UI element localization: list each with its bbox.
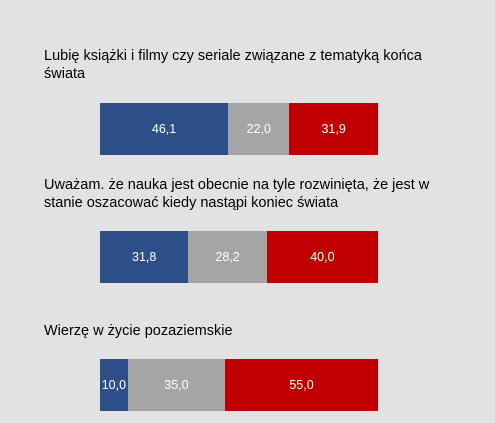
bar-row-3: 10,0 35,0 55,0 xyxy=(100,359,378,411)
category-label-2: Uważam. że nauka jest obecnie na tyle ro… xyxy=(44,177,430,211)
data-label-1-gray: 22,0 xyxy=(246,122,271,136)
bar-segment-2-red: 40,0 xyxy=(266,231,378,283)
data-label-1-red: 31,9 xyxy=(321,122,346,136)
data-label-1-blue: 46,1 xyxy=(151,122,177,136)
bar-segment-3-gray: 35,0 xyxy=(127,359,226,411)
data-label-2-blue: 31,8 xyxy=(132,250,157,264)
data-label-3-red: 55,0 xyxy=(289,378,314,392)
category-label-1: Lubię książki i filmy czy seriale związa… xyxy=(44,48,422,82)
bar-segment-3-blue: 10,0 xyxy=(100,359,128,411)
bar-row-1: 46,1 22,0 31,9 xyxy=(100,103,378,155)
data-label-2-red: 40,0 xyxy=(310,250,335,264)
bar-segment-1-blue: 46,1 xyxy=(100,103,229,155)
bar-row-2: 31,8 28,2 40,0 xyxy=(100,231,378,283)
bar-segment-1-gray: 22,0 xyxy=(228,103,290,155)
bar-segment-3-red: 55,0 xyxy=(225,359,378,411)
bar-segment-1-red: 31,9 xyxy=(289,103,378,155)
data-label-2-gray: 28,2 xyxy=(215,250,240,264)
bar-segment-2-blue: 31,8 xyxy=(100,231,189,283)
data-label-3-blue: 10,0 xyxy=(101,378,127,392)
data-label-3-gray: 35,0 xyxy=(164,378,189,392)
category-label-3: Wierzę w życie pozaziemskie xyxy=(44,323,233,339)
bar-segment-2-gray: 28,2 xyxy=(188,231,267,283)
